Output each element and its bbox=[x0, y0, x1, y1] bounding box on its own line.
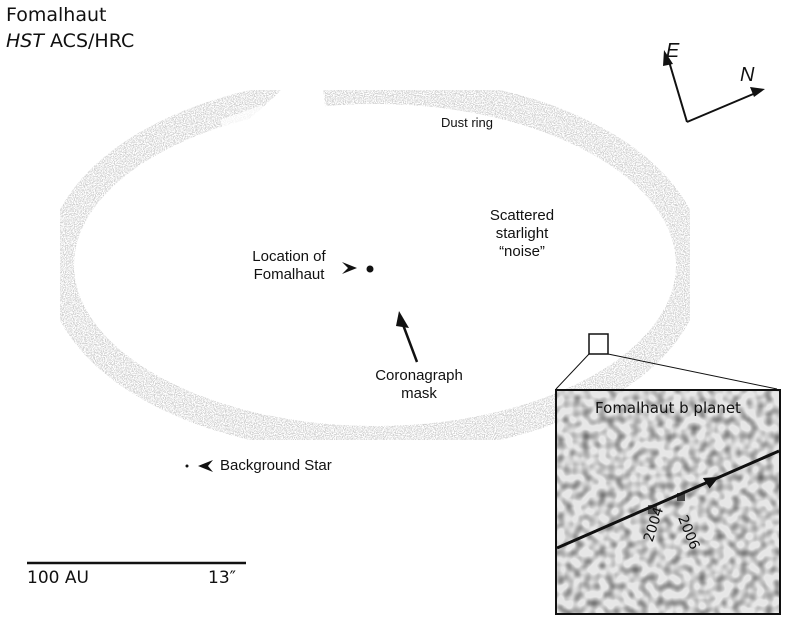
location-arrow bbox=[342, 262, 357, 274]
instrument-label: HST ACS/HRC bbox=[6, 30, 134, 52]
scattered-line3: “noise” bbox=[499, 243, 545, 260]
location-label: Location of Fomalhaut bbox=[236, 248, 342, 284]
coronagraph-arrow bbox=[396, 311, 409, 328]
location-line2: Fomalhaut bbox=[253, 266, 325, 283]
mask-line1: Coronagraph bbox=[375, 367, 463, 384]
background-star-arrow bbox=[198, 460, 213, 472]
dust-ring bbox=[46, 76, 704, 454]
orbit-path bbox=[557, 449, 779, 550]
background-star-label: Background Star bbox=[220, 457, 332, 474]
inset-image bbox=[557, 391, 779, 613]
instrument-camera: ACS/HRC bbox=[43, 30, 135, 52]
compass-north-label: N bbox=[740, 64, 755, 86]
location-line1: Location of bbox=[252, 248, 326, 265]
dust-ring-label: Dust ring bbox=[441, 115, 494, 130]
compass-arrows bbox=[667, 57, 759, 123]
compass-east-label: E bbox=[666, 40, 680, 62]
scale-angle-label: 13″ bbox=[208, 568, 236, 588]
scattered-line2: starlight bbox=[495, 225, 549, 242]
coronagraph-mask-region bbox=[248, 78, 452, 352]
scattered-line1: Scattered bbox=[489, 207, 555, 224]
instrument-telescope: HST bbox=[6, 30, 44, 52]
scattered-starlight-label: Scattered starlight “noise” bbox=[472, 207, 572, 261]
coronagraph-mask-label: Coronagraph mask bbox=[360, 367, 478, 403]
orbit-arrow bbox=[702, 476, 719, 489]
target-name: Fomalhaut bbox=[6, 4, 107, 26]
planet-location-box bbox=[588, 333, 609, 355]
planet-inset: Fomalhaut b planet 2004 2006 bbox=[555, 389, 781, 615]
background-star-dot bbox=[185, 464, 189, 468]
mask-line2: mask bbox=[401, 385, 437, 402]
inset-title: Fomalhaut b planet bbox=[595, 399, 741, 417]
fomalhaut-star-dot bbox=[366, 265, 374, 273]
scale-distance-label: 100 AU bbox=[27, 568, 89, 588]
